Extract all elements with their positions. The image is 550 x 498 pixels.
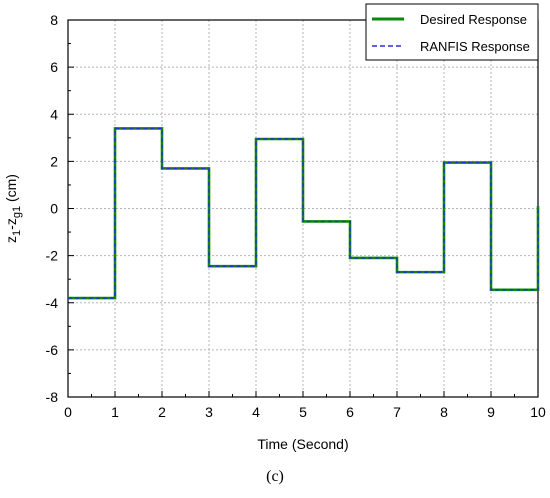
- y-tick-label: 8: [50, 12, 58, 28]
- y-tick-label: -2: [46, 248, 59, 264]
- y-tick-label: 6: [50, 59, 58, 75]
- x-tick-label: 7: [393, 404, 401, 420]
- x-tick-label: 3: [205, 404, 213, 420]
- series-layer: [68, 127, 540, 300]
- x-tick-label: 1: [111, 404, 119, 420]
- y-axis-title: z1-zg1 (cm): [3, 174, 23, 243]
- legend-box: [365, 3, 539, 61]
- y-tick-label: 4: [50, 106, 58, 122]
- x-tick-label: 6: [346, 404, 354, 420]
- y-tick-label: -4: [46, 295, 59, 311]
- x-tick-label: 2: [158, 404, 166, 420]
- x-tick-label: 5: [299, 404, 307, 420]
- legend: Desired Response RANFIS Response: [365, 3, 539, 61]
- series-line-ranfis-response: [68, 127, 539, 299]
- x-tick-label: 8: [440, 404, 448, 420]
- y-tick-label: 2: [50, 153, 58, 169]
- legend-label-ranfis-response: RANFIS Response: [420, 39, 530, 54]
- y-tick-label: -8: [46, 389, 59, 405]
- tick-labels: 0 1 2 3 4 5 6 7 8 9 10 -8 -6 -4 -2 0 2 4 6 8: [46, 12, 546, 420]
- y-tick-label: -6: [46, 342, 59, 358]
- x-axis-title: Time (Second): [257, 436, 348, 452]
- legend-label-desired-response: Desired Response: [420, 12, 527, 27]
- x-tick-label: 9: [487, 404, 495, 420]
- x-tick-label: 0: [64, 404, 72, 420]
- y-tick-label: 0: [50, 201, 58, 217]
- x-tick-label: 4: [252, 404, 260, 420]
- figure-caption: (c): [266, 468, 284, 485]
- x-tick-label: 10: [530, 404, 546, 420]
